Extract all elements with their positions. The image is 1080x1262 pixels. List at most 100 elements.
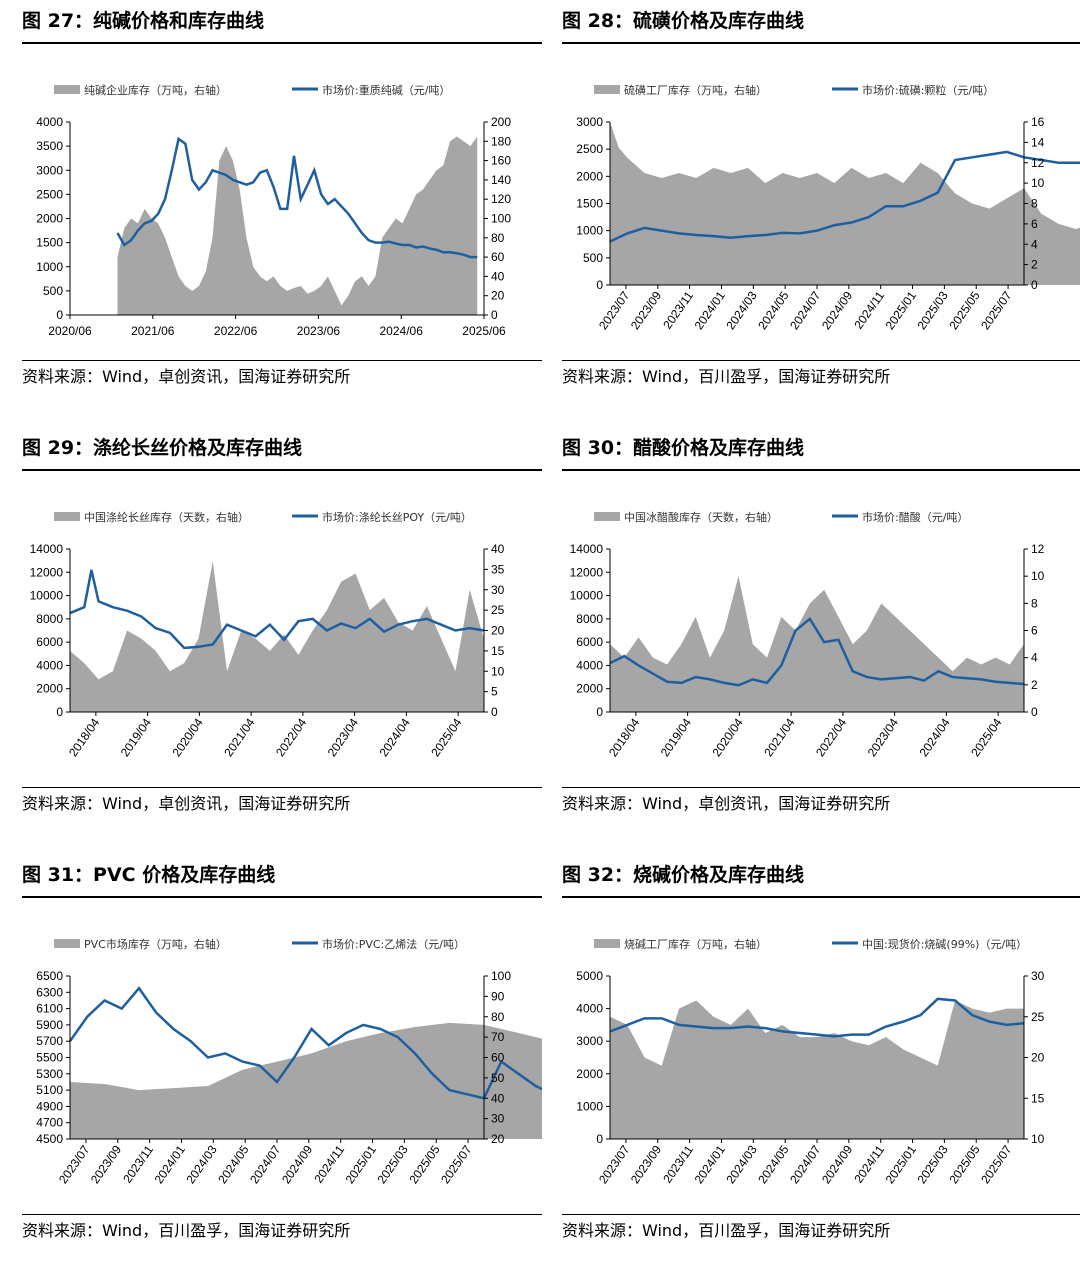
figure-title: 图 30：醋酸价格及库存曲线 xyxy=(562,437,805,459)
legend-label-line: 市场价:醋酸（元/吨） xyxy=(862,510,968,524)
left-tick-label: 2000 xyxy=(36,212,63,226)
inventory-area xyxy=(70,561,484,712)
x-tick-label: 2024/06 xyxy=(380,324,424,338)
legend-label-area: 烧碱工厂库存（万吨，右轴） xyxy=(624,937,767,951)
x-tick-label: 2018/04 xyxy=(606,715,643,759)
left-tick-label: 2500 xyxy=(36,187,63,201)
x-tick-label: 2018/04 xyxy=(66,715,103,759)
left-tick-label: 8000 xyxy=(576,612,603,626)
x-tick-label: 2024/04 xyxy=(376,715,413,759)
x-tick-label: 2023/07 xyxy=(596,288,633,332)
right-tick-label: 8 xyxy=(1031,197,1038,211)
x-tick-label: 2019/04 xyxy=(658,715,695,759)
left-tick-label: 1000 xyxy=(576,1099,603,1113)
x-tick-label: 2024/05 xyxy=(215,1142,252,1186)
figure-title: 图 27：纯碱价格和库存曲线 xyxy=(22,10,265,32)
right-tick-label: 20 xyxy=(491,289,505,303)
legend: 烧碱工厂库存（万吨，右轴） 中国:现货价:烧碱(99%)（元/吨） xyxy=(594,937,1027,951)
left-tick-label: 10000 xyxy=(570,589,604,603)
legend-label-line: 中国:现货价:烧碱(99%)（元/吨） xyxy=(862,937,1027,951)
inventory-area xyxy=(610,122,1080,285)
right-tick-label: 25 xyxy=(1031,1010,1045,1024)
right-tick-label: 90 xyxy=(491,989,505,1003)
source-divider xyxy=(562,360,1080,361)
inventory-area xyxy=(610,576,1024,712)
left-tick-label: 5000 xyxy=(576,969,603,983)
left-tick-label: 2000 xyxy=(576,169,603,183)
price-line xyxy=(68,986,542,1100)
right-tick-label: 12 xyxy=(1031,542,1045,556)
chart-panel-28: 图 28：硫磺价格及库存曲线 硫磺工厂库存（万吨，右轴） 市场价:硫磺:颗粒（元/… xyxy=(562,8,1080,408)
legend: PVC市场库存（万吨，右轴） 市场价:PVC:乙烯法（元/吨） xyxy=(54,937,465,951)
source-note: 资料来源：Wind，百川盈孚，国海证券研究所 xyxy=(562,367,891,386)
x-tick-label: 2023/09 xyxy=(628,1142,665,1186)
right-tick-label: 5 xyxy=(491,685,498,699)
x-tick-label: 2024/03 xyxy=(723,288,760,332)
left-tick-label: 6000 xyxy=(576,635,603,649)
chart-svg-30: 中国冰醋酸库存（天数，右轴） 市场价:醋酸（元/吨）020004000600080… xyxy=(570,510,1045,759)
left-tick-label: 1500 xyxy=(36,236,63,250)
left-tick-label: 10000 xyxy=(30,589,64,603)
right-tick-label: 4 xyxy=(1031,651,1038,665)
left-tick-label: 1000 xyxy=(36,260,63,274)
right-tick-label: 6 xyxy=(1031,217,1038,231)
right-tick-label: 80 xyxy=(491,231,505,245)
legend-swatch-area xyxy=(594,512,620,521)
right-tick-label: 40 xyxy=(491,542,505,556)
left-tick-label: 5500 xyxy=(36,1051,63,1065)
x-tick-label: 2024/09 xyxy=(819,288,856,332)
x-tick-label: 2025/03 xyxy=(914,1142,951,1186)
title-divider xyxy=(562,469,1080,471)
right-tick-label: 40 xyxy=(491,1091,505,1105)
chart-svg-27: 纯碱企业库存（万吨，右轴） 市场价:重质纯碱（元/吨）05001000150020… xyxy=(36,83,511,338)
chart-svg-32: 烧碱工厂库存（万吨，右轴） 中国:现货价:烧碱(99%)（元/吨） 0 1000 200… xyxy=(576,937,1045,1186)
price-line xyxy=(609,997,1025,1038)
inventory-area xyxy=(70,1022,542,1139)
right-tick-label: 0 xyxy=(1031,278,1038,292)
right-tick-label: 16 xyxy=(1031,115,1045,129)
left-tick-label: 2000 xyxy=(36,682,63,696)
legend-swatch-area xyxy=(54,85,80,94)
inventory-area xyxy=(610,1000,1024,1139)
left-tick-label: 4000 xyxy=(576,658,603,672)
right-tick-label: 180 xyxy=(491,134,511,148)
x-tick-label: 2024/03 xyxy=(183,1142,220,1186)
x-tick-label: 2020/04 xyxy=(169,715,206,759)
left-tick-label: 5300 xyxy=(36,1067,63,1081)
legend-swatch-area xyxy=(54,939,80,948)
x-tick-label: 2022/06 xyxy=(214,324,258,338)
x-tick-label: 2025/07 xyxy=(438,1142,475,1186)
right-tick-label: 100 xyxy=(491,969,511,983)
x-tick-label: 2023/11 xyxy=(660,1142,696,1185)
right-tick-label: 30 xyxy=(491,1112,505,1126)
price-line xyxy=(116,136,478,259)
left-tick-label: 4000 xyxy=(36,115,63,129)
left-tick-label: 5700 xyxy=(36,1034,63,1048)
x-tick-label: 2024/07 xyxy=(247,1142,284,1186)
right-tick-label: 60 xyxy=(491,250,505,264)
x-tick-label: 2025/05 xyxy=(946,1142,983,1186)
x-tick-label: 2025/03 xyxy=(374,1142,411,1186)
left-tick-label: 500 xyxy=(583,251,603,265)
left-tick-label: 4900 xyxy=(36,1099,63,1113)
right-tick-label: 0 xyxy=(1031,705,1038,719)
right-tick-label: 80 xyxy=(491,1010,505,1024)
left-tick-label: 5100 xyxy=(36,1083,63,1097)
x-tick-label: 2024/11 xyxy=(851,1142,887,1185)
x-tick-label: 2022/04 xyxy=(273,715,310,759)
legend-swatch-area xyxy=(594,85,620,94)
source-note: 资料来源：Wind，卓创资讯，国海证券研究所 xyxy=(22,367,351,386)
x-tick-label: 2023/04 xyxy=(865,715,902,759)
x-tick-label: 2024/05 xyxy=(755,1142,792,1186)
right-tick-label: 6 xyxy=(1031,624,1038,638)
price-line xyxy=(609,150,1080,243)
left-tick-label: 0 xyxy=(596,1132,603,1146)
figure-title: 图 32：烧碱价格及库存曲线 xyxy=(562,864,805,886)
right-tick-label: 12 xyxy=(1031,156,1045,170)
x-tick-label: 2024/11 xyxy=(851,288,887,331)
left-tick-label: 2000 xyxy=(576,1067,603,1081)
left-tick-label: 0 xyxy=(596,278,603,292)
right-tick-label: 10 xyxy=(1031,176,1045,190)
chart-svg-29: 中国涤纶长丝库存（天数，右轴） 市场价:涤纶长丝POY（元/吨） 0 2000 4000… xyxy=(30,510,505,759)
source-note: 资料来源：Wind，卓创资讯，国海证券研究所 xyxy=(22,794,351,813)
